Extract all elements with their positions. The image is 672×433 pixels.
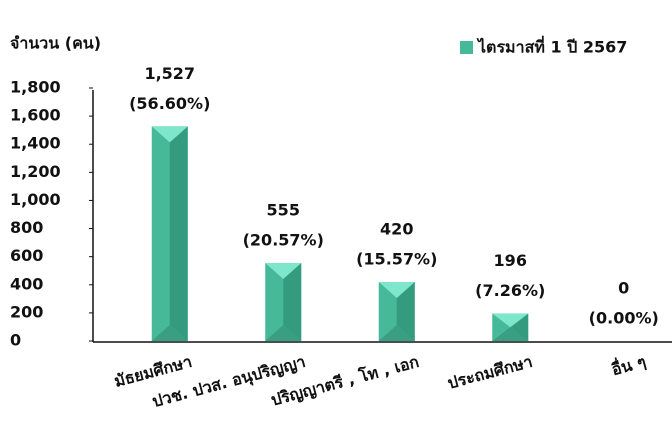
share-label: (20.57%) [243, 230, 324, 249]
y-tick-label: 1,200 [10, 162, 61, 181]
bar-shade [283, 262, 302, 341]
bar [378, 281, 415, 341]
y-tick-label: 800 [10, 218, 43, 237]
legend-swatch [460, 41, 473, 54]
bar-cap [151, 126, 188, 143]
share-label: (15.57%) [356, 249, 437, 268]
y-tick-label: 1,400 [10, 134, 61, 153]
y-tick-label: 200 [10, 302, 43, 321]
share-label: (56.60%) [129, 94, 210, 113]
value-label: 0 [618, 279, 629, 298]
bar-shade [169, 126, 188, 341]
y-tick-label: 400 [10, 274, 43, 293]
value-label: 1,527 [144, 64, 195, 83]
bar [492, 313, 529, 341]
y-tick-label: 1,600 [10, 106, 61, 125]
x-tick-label: ประถมศึกษา [446, 352, 535, 393]
y-tick-label: 0 [10, 331, 21, 350]
bar [265, 262, 302, 341]
bar-shade [396, 281, 415, 341]
bar [151, 126, 188, 341]
value-label: 420 [380, 219, 413, 238]
value-label: 196 [494, 251, 527, 270]
y-tick-label: 1,800 [10, 78, 61, 97]
share-label: (7.26%) [475, 281, 545, 300]
legend-label: ไตรมาสที่ 1 ปี 2567 [476, 36, 627, 57]
bar-foot [265, 325, 302, 341]
bar-cap [492, 313, 529, 328]
value-label: 555 [267, 200, 300, 219]
bar-foot [492, 327, 529, 341]
chart-title: จำนวน (คน) [10, 34, 101, 53]
bar-foot [151, 325, 188, 341]
share-label: (0.00%) [589, 309, 659, 328]
bar-cap [378, 281, 415, 298]
bar-cap [265, 262, 302, 279]
y-tick-label: 1,000 [10, 190, 61, 209]
bar-foot [378, 325, 415, 341]
x-tick-label: อื่น ๆ [609, 350, 648, 379]
y-tick-label: 600 [10, 246, 43, 265]
bar-shade [510, 313, 529, 341]
